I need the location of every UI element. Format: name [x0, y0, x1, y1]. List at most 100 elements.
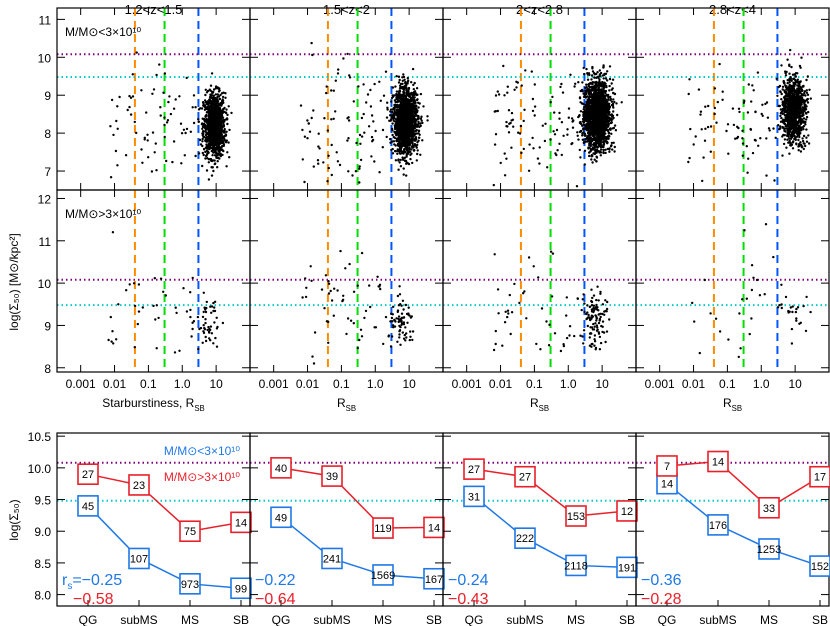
data-point: [202, 291, 205, 294]
data-point: [594, 142, 598, 146]
data-point: [326, 129, 329, 132]
data-point: [397, 81, 401, 84]
data-point: [522, 147, 525, 151]
data-point: [348, 76, 352, 79]
data-point: [416, 141, 419, 144]
data-point: [212, 88, 216, 91]
data-point: [230, 111, 233, 115]
data-point: [404, 159, 408, 163]
data-point: [397, 320, 400, 324]
data-point: [412, 104, 415, 108]
data-point: [408, 151, 411, 154]
data-point: [133, 120, 136, 124]
data-point: [172, 140, 176, 143]
data-point: [408, 338, 411, 342]
data-point: [214, 98, 217, 102]
data-point: [219, 101, 222, 105]
data-point: [192, 320, 196, 323]
data-point: [228, 128, 231, 132]
data-point: [205, 127, 209, 130]
data-point: [216, 160, 219, 163]
data-point: [578, 121, 582, 124]
data-point: [221, 153, 224, 157]
data-point: [312, 109, 315, 112]
data-point: [496, 90, 499, 93]
data-point: [594, 84, 597, 88]
data-point: [197, 118, 200, 121]
data-point: [357, 85, 360, 88]
data-point: [391, 94, 394, 97]
data-point: [221, 321, 225, 325]
data-point: [222, 131, 226, 134]
data-point: [398, 150, 401, 153]
data-point: [402, 139, 406, 142]
data-point: [594, 111, 597, 115]
data-point: [404, 339, 407, 342]
data-point: [311, 355, 314, 358]
data-point: [213, 154, 217, 157]
data-point: [410, 99, 413, 103]
data-point: [607, 102, 610, 106]
data-point: [593, 76, 596, 79]
scatter-panel: [249, 7, 444, 191]
data-point: [178, 349, 181, 352]
data-point: [419, 117, 423, 120]
data-point: [222, 124, 225, 128]
data-point: [299, 104, 303, 107]
scatter-panel: [56, 189, 251, 373]
data-point: [595, 151, 598, 154]
data-point: [211, 122, 214, 125]
data-point: [419, 92, 423, 96]
data-point: [494, 133, 498, 136]
data-point: [401, 85, 405, 89]
data-point: [611, 103, 614, 107]
data-point: [402, 167, 405, 170]
data-point: [226, 122, 229, 126]
data-point: [152, 304, 155, 308]
data-point: [116, 127, 119, 130]
y-tick-label: 8: [44, 127, 51, 141]
data-point: [220, 138, 223, 142]
data-point: [197, 120, 200, 124]
data-point: [497, 93, 501, 96]
data-point: [306, 119, 309, 122]
data-point: [611, 118, 614, 121]
data-point: [213, 321, 216, 324]
data-point: [209, 123, 212, 126]
data-point: [393, 130, 396, 134]
data-point: [386, 101, 389, 104]
data-point: [398, 293, 402, 296]
data-point: [593, 73, 596, 76]
data-point: [339, 249, 342, 253]
data-point: [601, 85, 604, 88]
data-point: [226, 118, 229, 121]
data-point: [494, 94, 498, 97]
data-point: [609, 97, 613, 101]
data-point: [406, 128, 409, 131]
data-point: [174, 98, 177, 101]
data-point: [326, 180, 329, 183]
data-point: [215, 151, 218, 155]
data-point: [408, 122, 411, 125]
data-point: [590, 158, 593, 161]
data-point: [417, 117, 420, 120]
data-point: [389, 114, 392, 117]
data-point: [603, 103, 607, 106]
data-point: [591, 132, 594, 136]
data-point: [224, 141, 228, 144]
data-point: [599, 89, 602, 92]
data-point: [398, 161, 401, 164]
data-point: [215, 143, 218, 147]
data-point: [589, 86, 593, 89]
data-point: [111, 231, 115, 234]
data-point: [402, 337, 406, 340]
data-point: [585, 128, 589, 131]
data-point: [412, 98, 415, 101]
data-point: [502, 64, 505, 68]
scatter-panel: [442, 7, 637, 191]
data-point: [421, 121, 424, 125]
data-point: [305, 286, 308, 289]
data-point: [510, 119, 513, 122]
data-point: [420, 115, 423, 118]
data-point: [140, 148, 143, 151]
